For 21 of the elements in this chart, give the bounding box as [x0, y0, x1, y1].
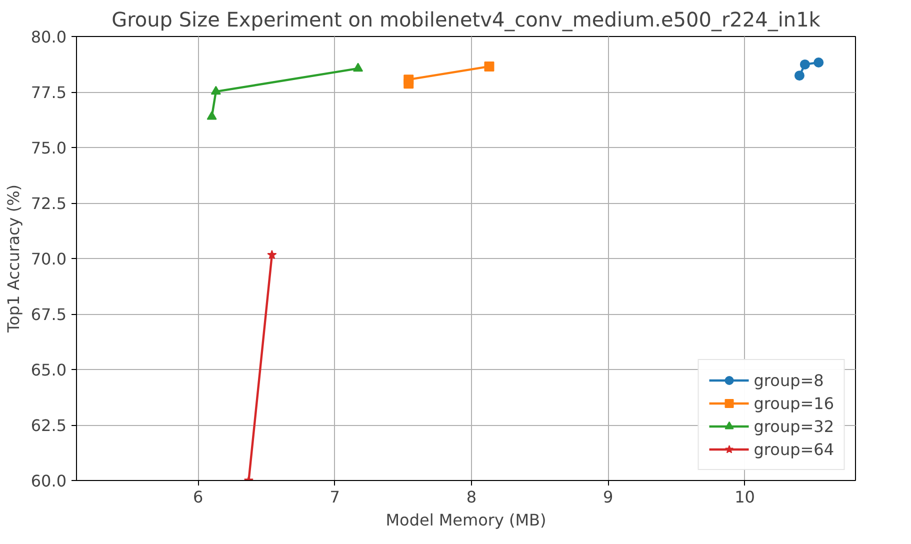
- y-axis-title: Top1 Accuracy (%): [4, 184, 23, 334]
- y-tick-label: 65.0: [30, 360, 66, 380]
- x-axis-title: Model Memory (MB): [386, 510, 546, 530]
- y-tick-label: 80.0: [30, 28, 66, 46]
- y-tick-label: 72.5: [30, 194, 66, 213]
- x-tick-label: 10: [734, 488, 755, 506]
- y-tick-label: 77.5: [30, 83, 66, 102]
- x-tick-label: 9: [603, 488, 614, 506]
- legend-label: group=8: [754, 370, 824, 390]
- x-tick-label: 6: [193, 488, 204, 506]
- y-tick-label: 75.0: [30, 138, 66, 158]
- y-tick-label: 70.0: [30, 250, 66, 268]
- x-tick-label: 7: [330, 488, 340, 506]
- legend-label: group=16: [754, 394, 834, 412]
- legend-label: group=64: [754, 440, 834, 458]
- x-tick-label: 8: [466, 488, 477, 506]
- chart-title: Group Size Experiment on mobilenetv4_conv_medium.e500_r224_in1k: [112, 8, 821, 32]
- y-tick-label: 62.5: [30, 416, 66, 435]
- y-tick-label: 67.5: [30, 305, 66, 324]
- legend-label: group=32: [754, 416, 834, 436]
- y-tick-label: 60.0: [30, 472, 66, 490]
